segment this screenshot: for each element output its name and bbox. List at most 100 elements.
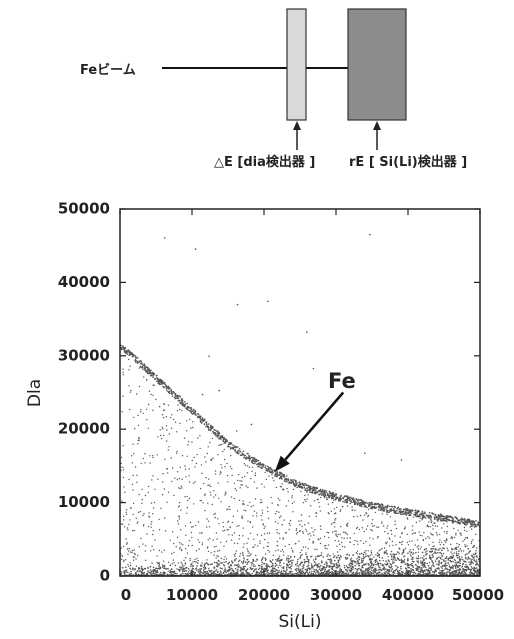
scatter-point xyxy=(424,512,426,515)
scatter-point xyxy=(358,502,360,504)
scatter-point xyxy=(353,532,355,535)
scatter-point xyxy=(206,571,208,573)
scatter-point xyxy=(195,414,197,416)
scatter-point xyxy=(122,476,125,479)
scatter-point xyxy=(350,560,352,562)
scatter-point xyxy=(183,567,185,570)
scatter-point xyxy=(393,561,395,564)
scatter-point xyxy=(339,510,341,512)
scatter-point xyxy=(382,507,385,509)
scatter-point xyxy=(298,483,301,486)
scatter-point xyxy=(305,553,307,556)
scatter-point xyxy=(237,473,240,476)
scatter-point xyxy=(192,565,194,567)
scatter-point xyxy=(330,559,333,561)
scatter-point xyxy=(137,443,139,445)
scatter-point xyxy=(365,528,367,530)
scatter-point xyxy=(261,509,263,511)
scatter-point xyxy=(286,487,288,490)
scatter-point xyxy=(467,547,470,550)
scatter-point xyxy=(132,559,135,561)
scatter-point xyxy=(337,540,340,542)
scatter-point xyxy=(444,565,447,567)
scatter-point xyxy=(239,487,241,489)
scatter-point xyxy=(271,502,273,504)
scatter-point xyxy=(357,543,359,545)
scatter-point xyxy=(415,512,418,515)
scatter-point xyxy=(306,490,308,492)
scatter-point xyxy=(234,555,236,558)
scatter-point xyxy=(405,547,407,550)
scatter-point xyxy=(297,484,300,487)
scatter-point xyxy=(293,501,295,503)
scatter-point xyxy=(329,558,331,561)
scatter-point xyxy=(215,545,217,548)
scatter-point xyxy=(265,469,268,472)
scatter-point xyxy=(179,546,181,549)
scatter-point xyxy=(315,511,317,514)
scatter-point xyxy=(390,558,393,561)
scatter-point xyxy=(141,502,143,504)
scatter-point xyxy=(392,560,394,562)
scatter-point xyxy=(337,533,339,536)
scatter-point xyxy=(220,471,222,474)
scatter-point xyxy=(371,522,373,525)
scatter-point xyxy=(233,482,236,485)
scatter-point xyxy=(236,510,239,512)
scatter-point xyxy=(195,567,198,569)
scatter-point xyxy=(135,572,137,574)
scatter-point xyxy=(167,570,169,572)
scatter-point xyxy=(148,512,150,514)
scatter-point xyxy=(266,465,269,468)
scatter-point xyxy=(144,559,147,561)
scatter-point xyxy=(268,532,271,534)
scatter-point xyxy=(291,565,293,567)
scatter-point xyxy=(475,520,477,522)
scatter-point xyxy=(386,504,389,507)
scatter-point xyxy=(121,411,123,413)
scatter-point xyxy=(156,454,158,456)
scatter-point xyxy=(233,497,236,500)
scatter-point xyxy=(457,519,460,522)
scatter-point xyxy=(316,555,319,557)
scatter-point xyxy=(307,567,310,570)
scatter-point xyxy=(306,569,309,572)
scatter-point xyxy=(298,520,300,522)
scatter-point xyxy=(454,561,456,564)
scatter-point xyxy=(171,395,174,398)
scatter-point xyxy=(180,543,182,545)
scatter-point xyxy=(264,471,266,474)
scatter-point xyxy=(253,481,255,483)
scatter-point xyxy=(477,563,479,566)
scatter-point xyxy=(452,554,455,557)
scatter-point xyxy=(193,572,196,574)
scatter-point xyxy=(140,565,143,568)
scatter-point xyxy=(466,553,468,555)
scatter-point xyxy=(265,563,267,565)
scatter-point xyxy=(395,527,398,530)
scatter-point xyxy=(286,557,288,559)
scatter-point xyxy=(440,561,443,564)
scatter-point xyxy=(299,568,302,570)
scatter-point xyxy=(329,555,331,557)
scatter-point xyxy=(443,523,445,525)
scatter-point xyxy=(361,559,363,562)
scatter-point xyxy=(241,484,243,486)
scatter-point xyxy=(378,573,380,576)
scatter-point xyxy=(369,554,371,557)
scatter-point xyxy=(477,523,479,525)
scatter-point xyxy=(235,451,237,454)
scatter-point xyxy=(280,550,282,552)
scatter-point xyxy=(151,479,153,481)
scatter-point xyxy=(210,573,212,576)
scatter-point xyxy=(326,531,328,533)
scatter-point xyxy=(394,520,396,522)
scatter-point xyxy=(201,572,204,574)
scatter-point xyxy=(252,567,254,570)
scatter-point xyxy=(403,555,406,557)
scatter-point xyxy=(181,565,184,567)
scatter-point xyxy=(162,560,165,562)
scatter-point xyxy=(207,484,209,486)
scatter-point xyxy=(452,517,454,520)
scatter-point xyxy=(207,426,210,428)
